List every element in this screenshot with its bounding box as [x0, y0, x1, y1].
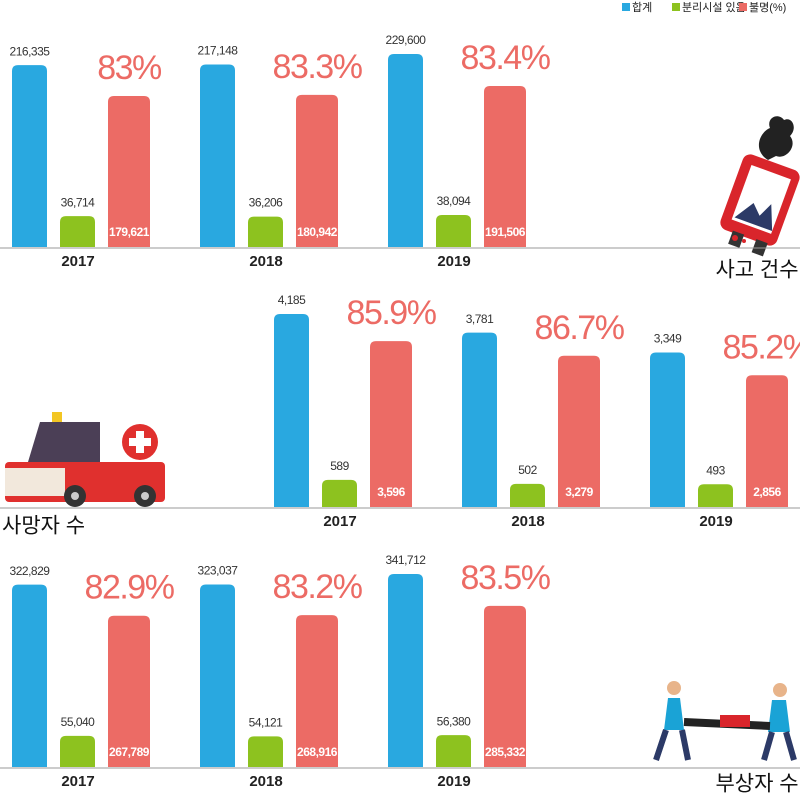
bar [746, 375, 788, 507]
percent-label: 83.2% [273, 568, 363, 606]
legend-swatch [739, 3, 747, 11]
bar [484, 86, 526, 248]
legend-swatch [622, 3, 630, 11]
value-label: 38,094 [437, 194, 472, 208]
value-label: 323,037 [198, 564, 239, 578]
legend-label: 불명(%) [749, 1, 786, 14]
bar [12, 65, 47, 248]
value-label: 229,600 [386, 33, 427, 47]
x-tick-label: 2018 [511, 513, 544, 530]
bar [436, 735, 471, 767]
bar [462, 332, 497, 507]
bar [274, 314, 309, 507]
percent-label: 83.5% [461, 559, 551, 597]
percent-label: 86.7% [535, 309, 625, 347]
bar [484, 605, 526, 767]
value-label: 4,185 [278, 293, 306, 307]
bar [248, 736, 283, 767]
value-label: 36,714 [61, 195, 96, 209]
bar [698, 484, 733, 507]
legend-swatch [672, 3, 680, 11]
value-label: 267,789 [109, 745, 150, 759]
bar [388, 574, 423, 767]
value-label: 217,148 [198, 44, 239, 58]
x-tick-label: 2019 [699, 513, 732, 530]
value-label: 2,856 [753, 485, 781, 499]
bar [510, 483, 545, 507]
percent-label: 82.9% [85, 569, 175, 607]
bar [12, 584, 47, 767]
bar [388, 54, 423, 247]
bar [296, 615, 338, 767]
bar [60, 216, 95, 247]
value-label: 3,596 [377, 485, 405, 499]
bar [296, 94, 338, 247]
value-label: 54,121 [249, 716, 284, 730]
value-label: 285,332 [485, 745, 526, 759]
value-label: 589 [330, 459, 349, 473]
percent-label: 83% [97, 49, 162, 87]
bar [370, 341, 412, 507]
chart-title: 부상자 수 [715, 773, 798, 796]
percent-label: 85.2% [723, 328, 800, 366]
value-label: 322,829 [10, 564, 51, 578]
ambulance-illustration [5, 412, 165, 507]
value-label: 55,040 [61, 715, 96, 729]
value-label: 179,621 [109, 225, 150, 239]
chart-title: 사망자 수 [2, 515, 85, 538]
value-label: 3,781 [466, 312, 494, 326]
x-tick-label: 2017 [61, 253, 94, 270]
value-label: 180,942 [297, 225, 338, 239]
bar [108, 96, 150, 247]
legend-label: 분리시설 있음 [682, 1, 746, 14]
value-label: 56,380 [437, 714, 472, 728]
value-label: 493 [706, 463, 725, 477]
percent-label: 83.3% [273, 48, 363, 86]
bar [200, 584, 235, 767]
chart-title: 사고 건수 [715, 259, 798, 282]
value-label: 191,506 [485, 225, 526, 239]
value-label: 3,279 [565, 485, 593, 499]
percent-label: 85.9% [347, 294, 437, 332]
value-label: 216,335 [10, 44, 51, 58]
car-illustration [720, 116, 800, 257]
bar [436, 214, 471, 247]
value-label: 341,712 [386, 553, 427, 567]
rescue-illustration [653, 681, 797, 761]
value-label: 3,349 [654, 332, 682, 346]
x-tick-label: 2018 [249, 253, 282, 270]
legend-label: 합계 [632, 1, 652, 14]
value-label: 502 [518, 463, 537, 477]
legend: 합계 분리시설 있음 불명(%) [622, 1, 786, 14]
bar [322, 479, 357, 507]
bar [200, 64, 235, 247]
bar [558, 355, 600, 507]
x-tick-label: 2017 [61, 773, 94, 790]
x-tick-label: 2017 [323, 513, 356, 530]
bar [650, 352, 685, 507]
bar [108, 615, 150, 767]
value-label: 36,206 [249, 196, 284, 210]
bar [60, 735, 95, 767]
x-tick-label: 2019 [437, 773, 470, 790]
bar [248, 216, 283, 247]
x-tick-label: 2018 [249, 773, 282, 790]
value-label: 268,916 [297, 745, 338, 759]
percent-label: 83.4% [461, 39, 551, 77]
x-tick-label: 2019 [437, 253, 470, 270]
